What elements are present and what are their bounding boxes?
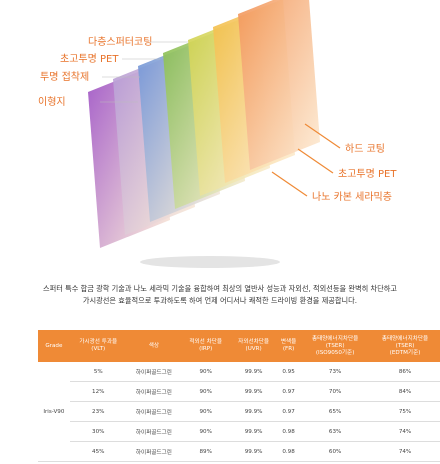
table-cell: 0.98: [276, 441, 301, 462]
right-label: 초고투명 PET: [338, 168, 397, 180]
table-cell: 30%: [69, 421, 127, 442]
table-cell: 75%: [370, 401, 440, 422]
table-cell: 0.97: [276, 381, 301, 402]
header-cell: 총태양에너지차단율 (TSER) (EDTM기준): [370, 330, 440, 362]
table-cell: 65%: [300, 401, 371, 422]
header-line: Grade: [45, 342, 63, 349]
table-row: 30% 하이퍼골드그린 90% 99.9% 0.98 63% 74%: [38, 421, 440, 442]
shadow: [140, 256, 280, 268]
layer-panel: [238, 0, 320, 170]
table-row: 12% 하이퍼골드그린 90% 99.9% 0.97 70% 84%: [38, 381, 440, 402]
header-line: 총태양에너지차단율: [381, 335, 429, 342]
description-line: 스퍼터 특수 합금 광학 기술과 나노 세라믹 기술을 융합하여 최상의 열반사…: [43, 284, 397, 293]
leader: [304, 123, 341, 149]
table-cell: 74%: [370, 421, 440, 442]
header-cell: 적외선 차단율 (IRP): [181, 330, 231, 362]
leader: [297, 148, 334, 174]
table-row: 23% 하이퍼골드그린 90% 99.9% 0.97 65% 75%: [38, 401, 440, 422]
table-cell: 5%: [69, 362, 127, 382]
left-label: 투명 접착제: [40, 71, 89, 83]
header-cell: Grade: [38, 330, 70, 362]
description-line: 가시광선은 효율적으로 투과하도록 하여 언제 어디서나 쾌적한 드라이빙 환경…: [82, 296, 358, 305]
header-line: 가시광선 투과율: [79, 339, 118, 345]
table-cell: 23%: [69, 401, 127, 422]
table-cell: 12%: [69, 381, 127, 402]
table-cell: 하이퍼골드그린: [126, 441, 182, 462]
right-label: 하드 코팅: [345, 142, 385, 155]
header-cell: 색상: [126, 330, 182, 362]
table-cell: 99.9%: [230, 381, 277, 402]
left-label: 다층스퍼터코팅: [88, 36, 152, 48]
table-cell: 99.9%: [230, 421, 277, 442]
header-cell: 자외선차단율 (UVR): [230, 330, 277, 362]
table-cell: 0.97: [276, 401, 301, 422]
right-label: 나노 카본 세라믹층: [312, 191, 392, 203]
header-line: (UVR): [245, 346, 262, 352]
table-cell: 90%: [181, 381, 231, 402]
table-cell: 0.98: [276, 421, 301, 442]
header-cell: 변색율 (FR): [276, 330, 301, 362]
table-cell: 89%: [181, 441, 231, 462]
header-cell: 가시광선 투과율 (VLT): [69, 330, 127, 362]
table-cell: 99.9%: [230, 441, 277, 462]
table-cell: 99.9%: [230, 362, 277, 382]
header-line: 변색율: [280, 339, 297, 345]
spec-table: Grade 가시광선 투과율 (VLT) 색상 적외선 차단율 (IRP) 자외선차단율 (U…: [38, 330, 440, 462]
table-cell: 84%: [370, 381, 440, 402]
table-cell: 63%: [300, 421, 371, 442]
table-cell: 99.9%: [230, 401, 277, 422]
table-cell: 90%: [181, 362, 231, 382]
header-line: (TSER): [325, 342, 345, 349]
table-cell: 90%: [181, 401, 231, 422]
header-line: 색상: [148, 342, 160, 349]
header-line: (TSER): [395, 342, 415, 349]
header-line: (FR): [282, 346, 295, 352]
description: 스퍼터 특수 합금 광학 기술과 나노 세라믹 기술을 융합하여 최상의 열반사…: [0, 283, 440, 307]
table-row: 45% 하이퍼골드그린 89% 99.9% 0.98 60% 74%: [38, 441, 440, 462]
header-cell: 총태양에너지차단율 (TSER) (ISO9050기준): [300, 330, 371, 362]
left-label: 이형지: [38, 96, 66, 108]
table-cell: 하이퍼골드그린: [126, 401, 182, 422]
table-cell: 90%: [181, 421, 231, 442]
table-cell: 74%: [370, 441, 440, 462]
grade-cell: Iris-V90: [38, 362, 70, 462]
header-line: (ISO9050기준): [315, 349, 355, 356]
left-label: 초고투명 PET: [60, 53, 119, 65]
table-row: Iris-V90 5% 하이퍼골드그린 90% 99.9% 0.95 73% 86%: [38, 362, 440, 462]
leader: [271, 171, 308, 197]
table-cell: 60%: [300, 441, 371, 462]
header-line: 자외선차단율: [238, 339, 270, 345]
header-line: (VLT): [91, 346, 106, 352]
table-cell: 86%: [370, 362, 440, 382]
table-cell: 45%: [69, 441, 127, 462]
table-cell: 70%: [300, 381, 371, 402]
header-line: 총태양에너지차단율: [311, 335, 359, 342]
table-cell: 하이퍼골드그린: [126, 381, 182, 402]
header-line: (IRP): [199, 346, 213, 352]
table-cell: 73%: [300, 362, 371, 382]
table-cell: 0.95: [276, 362, 301, 382]
header-line: 적외선 차단율: [189, 339, 223, 345]
table-cell: 하이퍼골드그린: [126, 421, 182, 442]
header-line: (EDTM기준): [389, 349, 421, 356]
table-cell: 하이퍼골드그린: [126, 362, 182, 382]
